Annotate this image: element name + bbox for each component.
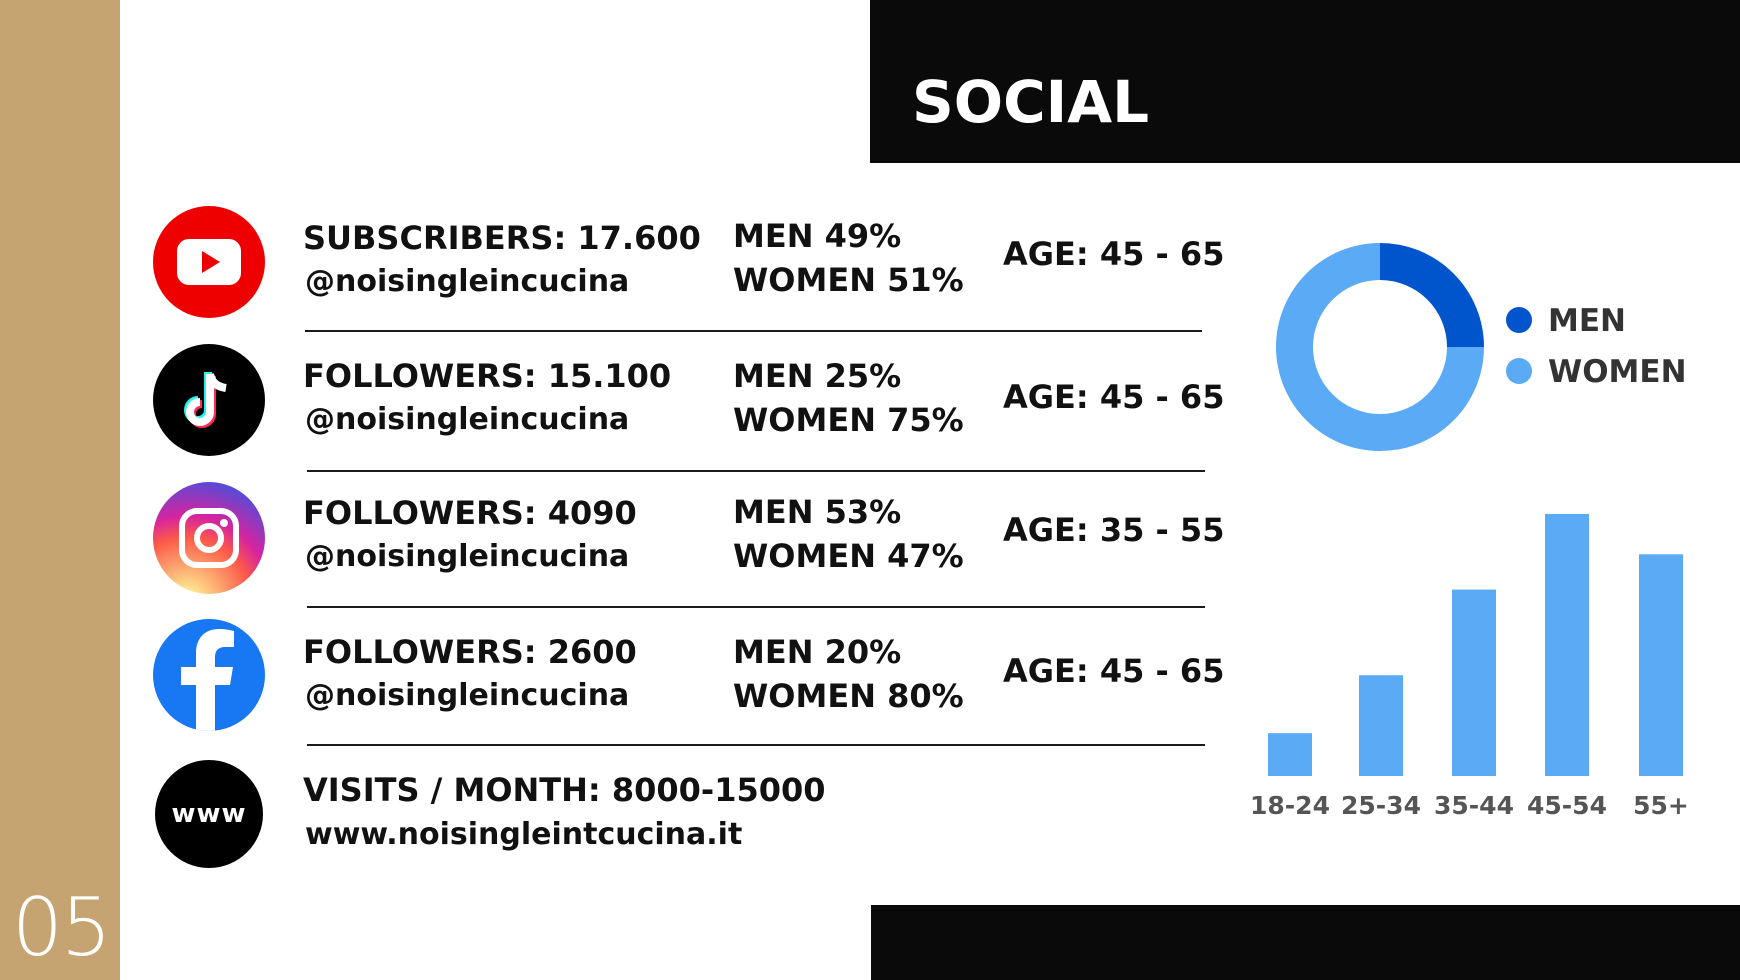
instagram-men: MEN 53% — [733, 493, 902, 531]
bar-45-54 — [1545, 514, 1589, 776]
bar-tick-label: 35-44 — [1434, 791, 1514, 820]
instagram-women: WOMEN 47% — [733, 537, 964, 575]
tiktok-men: MEN 25% — [733, 357, 902, 395]
bar-18-24 — [1268, 733, 1312, 776]
youtube-handle: @noisingleincucina — [305, 264, 630, 299]
age-bar-chart: 18-24 25-34 35-44 45-54 55+ — [1250, 514, 1689, 820]
tiktok-followers: FOLLOWERS: 15.100 — [303, 357, 672, 395]
bar-25-34 — [1359, 675, 1403, 776]
legend-marker-men — [1506, 307, 1532, 333]
youtube-women: WOMEN 51% — [733, 261, 964, 299]
facebook-icon — [153, 619, 265, 731]
row-divider — [305, 330, 1202, 332]
row-divider — [307, 606, 1205, 608]
gender-legend: MEN WOMEN — [1506, 303, 1687, 390]
bottom-bar — [871, 905, 1740, 980]
youtube-age: AGE: 45 - 65 — [1003, 235, 1225, 273]
youtube-subscribers: SUBSCRIBERS: 17.600 — [303, 219, 701, 257]
row-divider — [307, 470, 1205, 472]
donut-slice-men — [1380, 243, 1484, 347]
website-url: www.noisingleintcucina.it — [305, 817, 743, 852]
legend-label-men: MEN — [1548, 303, 1626, 339]
www-icon-label: www — [171, 799, 247, 829]
youtube-icon — [153, 206, 265, 318]
instagram-icon — [153, 482, 265, 594]
gender-donut-chart — [1276, 243, 1484, 451]
tiktok-women: WOMEN 75% — [733, 401, 964, 439]
instagram-age: AGE: 35 - 55 — [1003, 511, 1225, 549]
page-title: SOCIAL — [912, 68, 1150, 136]
legend-marker-women — [1506, 358, 1532, 384]
donut-slice-women — [1276, 243, 1484, 451]
tiktok-handle: @noisingleincucina — [305, 402, 630, 437]
title-bar: SOCIAL — [870, 0, 1740, 163]
bar-tick-label: 18-24 — [1250, 791, 1330, 820]
website-visits: VISITS / MONTH: 8000-15000 — [303, 771, 826, 809]
legend-label-women: WOMEN — [1548, 354, 1687, 390]
facebook-men: MEN 20% — [733, 633, 902, 671]
bar-35-44 — [1452, 589, 1496, 776]
row-divider — [307, 744, 1205, 746]
page-number: 05 — [12, 881, 112, 974]
facebook-followers: FOLLOWERS: 2600 — [303, 633, 637, 671]
bar-tick-label: 55+ — [1633, 791, 1689, 820]
instagram-handle: @noisingleincucina — [305, 539, 630, 574]
bar-55+ — [1639, 554, 1683, 776]
sidebar-accent — [0, 0, 120, 980]
bar-tick-label: 45-54 — [1527, 791, 1607, 820]
facebook-handle: @noisingleincucina — [305, 678, 630, 713]
facebook-women: WOMEN 80% — [733, 677, 964, 715]
bar-tick-label: 25-34 — [1341, 791, 1421, 820]
youtube-men: MEN 49% — [733, 217, 902, 255]
tiktok-age: AGE: 45 - 65 — [1003, 378, 1225, 416]
tiktok-icon — [153, 344, 265, 456]
www-icon: www — [155, 760, 263, 868]
instagram-followers: FOLLOWERS: 4090 — [303, 494, 637, 532]
facebook-age: AGE: 45 - 65 — [1003, 652, 1225, 690]
